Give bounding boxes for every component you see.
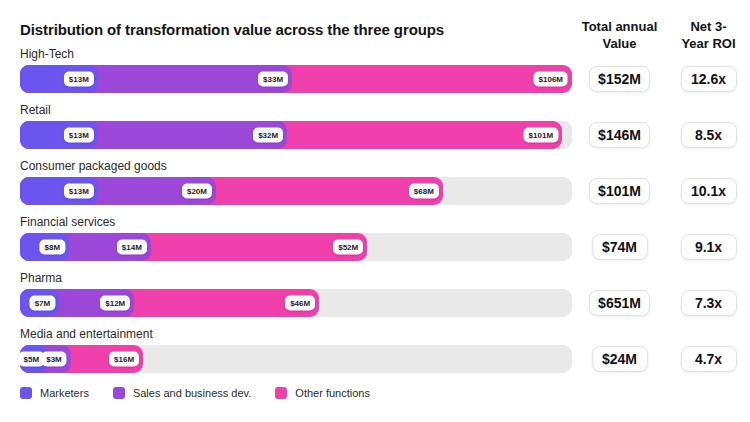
chart-row-retail: Retail $13M $32M $101M $146M 8.5x (0, 103, 750, 149)
segment-value-pill: $13M (64, 184, 94, 199)
segment-value-pill: $14M (117, 240, 147, 255)
segment-value-pill: $13M (64, 72, 94, 87)
column-headers: Total annual Value Net 3- Year ROI (572, 18, 750, 52)
legend-item-other-functions: Other functions (275, 387, 370, 399)
sales-bizdev-swatch-icon (113, 387, 125, 399)
chart-title: Distribution of transformation value acr… (0, 0, 560, 39)
legend-label: Other functions (295, 387, 370, 399)
legend-label: Sales and business dev. (133, 387, 251, 399)
roi-box: 10.1x (681, 178, 737, 204)
chart-row-pharma: Pharma $7M $12M $46M $651M 7.3x (0, 271, 750, 317)
segment-value-pill: $16M (109, 352, 139, 367)
total-value-box: $24M (592, 346, 648, 372)
segment-value-pill: $46M (285, 296, 315, 311)
net-roi-header: Net 3- Year ROI (667, 18, 750, 52)
legend-item-marketers: Marketers (20, 387, 89, 399)
segment-value-pill: $13M (64, 128, 94, 143)
row-label: Financial services (20, 215, 750, 229)
segment-value-pill: $8M (40, 240, 66, 255)
total-value-box: $146M (589, 122, 650, 148)
row-label: Pharma (20, 271, 750, 285)
chart-row-media-entertainment: Media and entertainment $5M $3M $16M $24… (0, 327, 750, 373)
segment-value-pill: $52M (333, 240, 363, 255)
segment-value-pill: $7M (30, 296, 56, 311)
total-value-box: $651M (589, 290, 650, 316)
row-label: Media and entertainment (20, 327, 750, 341)
legend: Marketers Sales and business dev. Other … (20, 387, 750, 399)
roi-box: 8.5x (681, 122, 737, 148)
bar-track: $5M $3M $16M (20, 345, 572, 373)
chart-rows: High-Tech $13M $33M $106M $152M 12.6x Re… (0, 47, 750, 373)
segment-value-pill: $3M (41, 352, 67, 367)
roi-box: 4.7x (681, 346, 737, 372)
total-value-box: $101M (589, 178, 650, 204)
marketers-swatch-icon (20, 387, 32, 399)
roi-box: 7.3x (681, 290, 737, 316)
bar-track: $7M $12M $46M (20, 289, 572, 317)
chart-row-cpg: Consumer packaged goods $13M $20M $68M $… (0, 159, 750, 205)
segment-value-pill: $32M (253, 128, 283, 143)
segment-value-pill: $20M (182, 184, 212, 199)
legend-label: Marketers (40, 387, 89, 399)
bar-track: $13M $33M $106M (20, 65, 572, 93)
chart-row-high-tech: High-Tech $13M $33M $106M $152M 12.6x (0, 47, 750, 93)
row-label: Consumer packaged goods (20, 159, 750, 173)
segment-value-pill: $68M (409, 184, 439, 199)
roi-box: 9.1x (681, 234, 737, 260)
segment-value-pill: $106M (534, 72, 568, 87)
other-functions-swatch-icon (275, 387, 287, 399)
chart-page: Distribution of transformation value acr… (0, 0, 750, 422)
row-label: Retail (20, 103, 750, 117)
bar-track: $8M $14M $52M (20, 233, 572, 261)
segment-value-pill: $101M (524, 128, 558, 143)
total-value-box: $152M (589, 66, 650, 92)
segment-value-pill: $33M (258, 72, 288, 87)
chart-row-financial-services: Financial services $8M $14M $52M $74M 9.… (0, 215, 750, 261)
roi-box: 12.6x (681, 66, 737, 92)
total-value-box: $74M (592, 234, 648, 260)
total-annual-value-header: Total annual Value (572, 18, 667, 52)
legend-item-sales-bizdev: Sales and business dev. (113, 387, 251, 399)
bar-track: $13M $20M $68M (20, 177, 572, 205)
bar-track: $13M $32M $101M (20, 121, 572, 149)
segment-value-pill: $12M (100, 296, 130, 311)
